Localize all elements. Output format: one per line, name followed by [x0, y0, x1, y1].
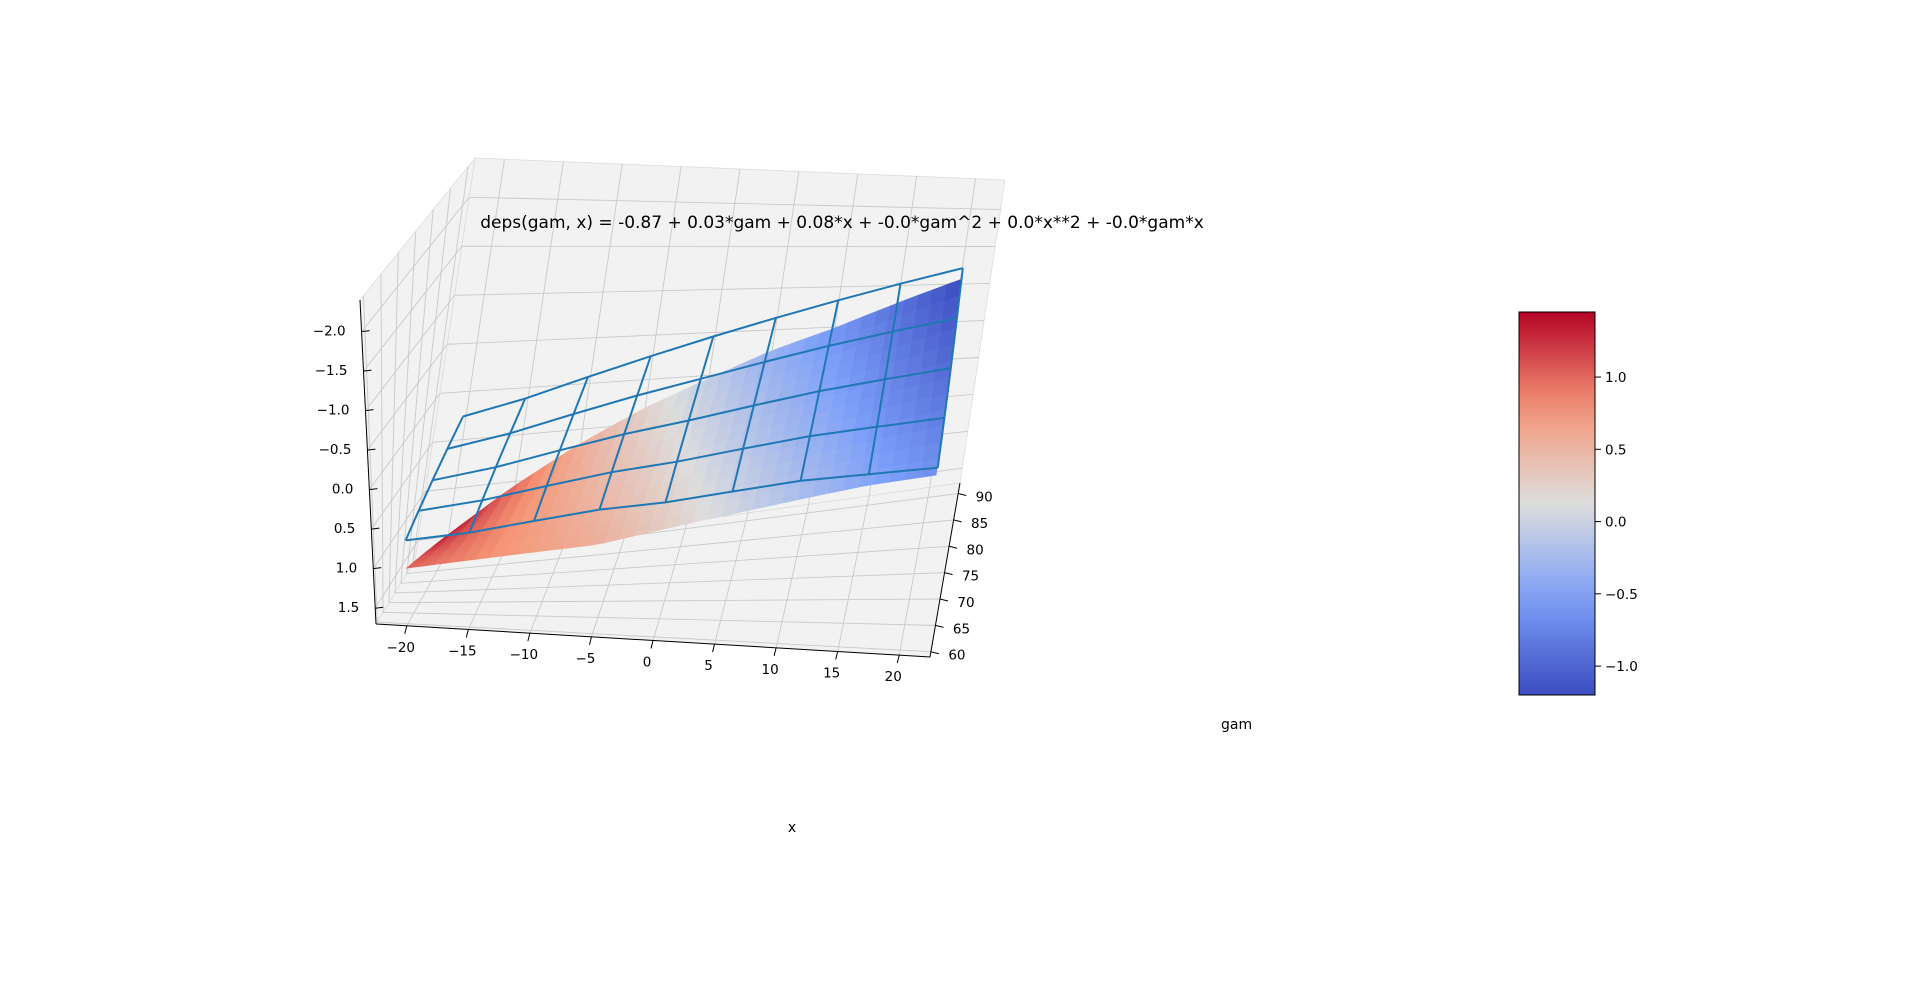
z-tick-label: 0.5 — [334, 521, 355, 537]
colorbar-tick-label: 1.0 — [1605, 370, 1626, 386]
colorbar-ticks: 1.0 0.5 0.0 −0.5 −1.0 — [1595, 370, 1638, 675]
z-tick-label: −0.5 — [319, 442, 352, 458]
x-tick-label: −10 — [510, 647, 539, 663]
z-tick-label: −2.0 — [313, 324, 346, 340]
y-axis-label: gam — [1221, 717, 1252, 733]
gam-tick-label-mark — [931, 652, 939, 654]
gam-tick-label: 70 — [957, 595, 974, 611]
gam-tick-label: 75 — [962, 569, 979, 585]
x-tick-label-mark — [528, 633, 530, 641]
x-tick-label: 15 — [823, 666, 840, 682]
z-tick-label: 0.0 — [332, 482, 353, 498]
x-tick-label-mark — [774, 648, 776, 656]
gam-tick-label-mark — [940, 599, 948, 601]
colorbar-tick-label: 0.5 — [1605, 442, 1626, 458]
gam-tick-label-mark — [935, 625, 943, 627]
colorbar-tick-label: −0.5 — [1605, 587, 1638, 603]
gam-tick-label: 65 — [953, 621, 970, 637]
x-tick-label: 5 — [704, 658, 713, 674]
chart-title: deps(gam, x) = -0.87 + 0.03*gam + 0.08*x… — [480, 213, 1204, 233]
z-tick-label: −1.5 — [315, 363, 348, 379]
x-tick-label: 20 — [885, 669, 902, 685]
gam-tick-label: 85 — [971, 516, 988, 532]
z-tick-label: 1.0 — [336, 561, 357, 577]
x-tick-label-mark — [589, 637, 591, 645]
colorbar-tick-label: 0.0 — [1605, 515, 1626, 531]
colorbar: 1.0 0.5 0.0 −0.5 −1.0 — [1519, 312, 1638, 695]
x-tick-label-mark — [897, 655, 899, 663]
z-tick-label: −1.0 — [317, 403, 350, 419]
surface-patch — [908, 445, 926, 464]
x-tick-label: −20 — [387, 640, 416, 656]
x-tick-label: −5 — [575, 651, 595, 667]
gam-tick-label: 90 — [976, 490, 993, 506]
colorbar-gradient — [1519, 312, 1595, 695]
colorbar-tick-label: −1.0 — [1605, 659, 1638, 675]
x-tick-label: 0 — [643, 655, 652, 671]
x-tick-label-mark — [466, 630, 468, 638]
gam-tick-label-mark — [954, 520, 962, 522]
gam-tick-label: 80 — [966, 542, 983, 558]
x-tick-label: −15 — [448, 644, 477, 660]
x-tick-label: 10 — [762, 662, 779, 678]
gam-tick-label-mark — [949, 546, 957, 548]
x-tick-label-mark — [405, 626, 407, 634]
z-tick-label: 1.5 — [338, 600, 359, 616]
x-tick-label-mark — [836, 652, 838, 660]
x-tick-label-mark — [713, 644, 715, 652]
gam-tick-label-mark — [958, 494, 966, 496]
x-tick-label-mark — [651, 641, 653, 649]
gam-tick-label-mark — [945, 573, 953, 575]
gam-tick-label: 60 — [948, 648, 965, 664]
x-axis-label: x — [788, 820, 796, 836]
